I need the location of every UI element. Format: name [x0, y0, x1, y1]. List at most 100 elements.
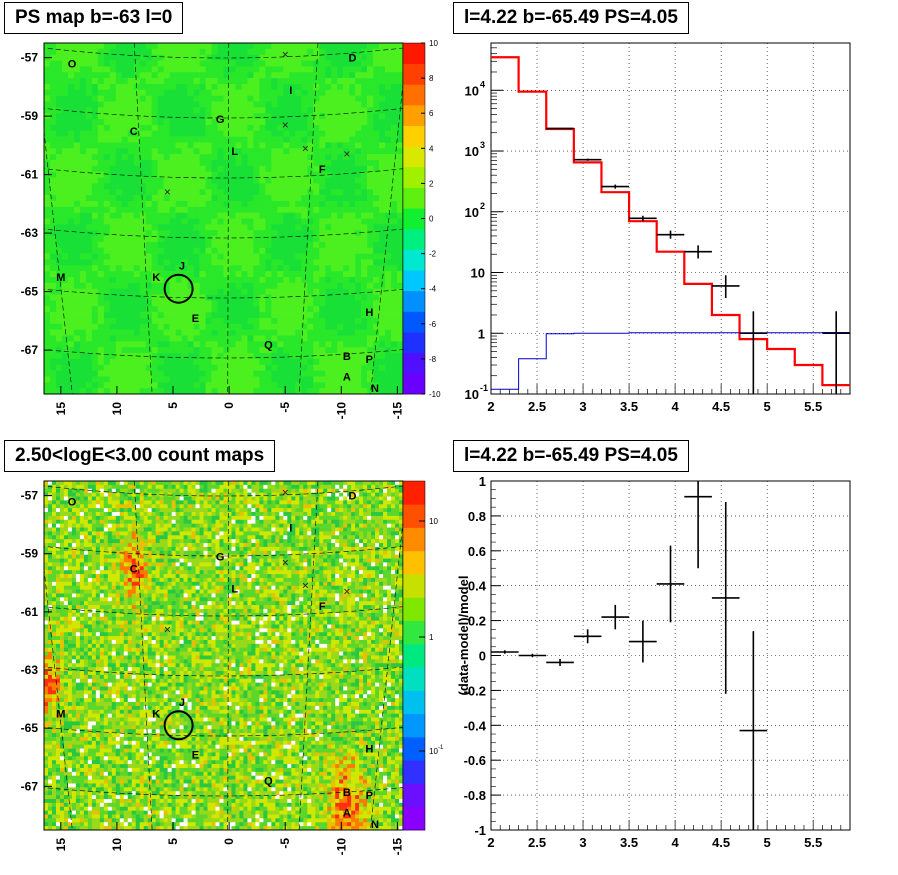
x-tick-label: 3 [579, 835, 586, 850]
x-tick-label: 4.5 [712, 835, 730, 850]
lon-line [370, 80, 403, 394]
source-cross-marker: × [164, 622, 171, 636]
source-label-H: H [365, 744, 373, 756]
lat-line [44, 485, 403, 497]
y-tick-exp: 4 [480, 79, 485, 89]
colorbar-tick-label: 10 [429, 39, 438, 48]
y-tick-label: 0 [479, 649, 486, 664]
source-label-G: G [216, 114, 225, 126]
x-tick-label: 5 [166, 838, 180, 845]
x-tick-label: 10 [110, 838, 124, 852]
colorbar-tick-label: 6 [429, 109, 434, 118]
y-tick-label: -63 [21, 226, 39, 240]
y-tick-label: 0.6 [468, 544, 486, 559]
ps-map: O D I C G L F J K M E H Q B P A N × × × × × -57 -59 -61 -63 -65 -67… [21, 42, 404, 420]
y-tick-label: -67 [21, 343, 39, 357]
source-label-J: J [179, 697, 185, 709]
cnt-map: O D I C G L F J K M E H Q B P A N × × × × × -57 -59 -61 -63 -65 -67… [21, 423, 423, 856]
y-tick-label: -1 [474, 823, 486, 838]
y-axis-label: (data-model)/model [456, 576, 471, 696]
y-tick-label: -65 [21, 721, 39, 735]
source-label-D: D [349, 53, 357, 65]
source-label-F: F [319, 601, 326, 613]
colorbar-tick-label: -2 [429, 250, 437, 259]
source-label-H: H [365, 307, 373, 319]
source-label-D: D [349, 491, 357, 503]
x-tick-label: -15 [390, 402, 404, 420]
colorbar-tick-label: -8 [429, 355, 437, 364]
lat-line [24, 423, 423, 436]
y-tick-exp: 3 [480, 140, 485, 150]
source-label-Q: Q [264, 776, 273, 788]
source-cross-marker: × [282, 555, 289, 569]
y-tick-label: -61 [21, 168, 39, 182]
y-tick-label: 0.4 [468, 579, 487, 594]
x-tick-label: 2 [487, 835, 494, 850]
count-map-title: 2.50<logE<3.00 count maps [4, 440, 276, 472]
y-tick-label: -57 [21, 51, 39, 65]
lat-line [44, 606, 403, 617]
source-label-I: I [289, 523, 292, 535]
x-tick-label: 0 [222, 838, 236, 845]
source-cross-marker: × [343, 585, 350, 599]
colorbar-tick-label: 10 [429, 517, 438, 526]
colorbar-tick-label: -10 [429, 390, 441, 399]
x-tick-label: -10 [334, 402, 348, 420]
lon-line [133, 481, 153, 830]
y-tick-label: -59 [21, 547, 39, 561]
residual-plot: 1 0.8 0.6 0.4 0.2 0 -0.2 -0.4 -0.6 -0.8 -12 2.5 3 3.5… [456, 474, 851, 850]
colorbar-tick-label: 1 [429, 633, 434, 642]
source-label-N: N [371, 819, 379, 831]
residual-frame [490, 480, 851, 831]
source-cross-marker: × [282, 118, 289, 132]
x-tick-label: 15 [54, 402, 68, 416]
y-tick-label: 0.2 [468, 614, 486, 629]
source-label-C: C [130, 126, 138, 138]
lon-line [227, 481, 230, 830]
source-label-J: J [179, 260, 185, 272]
colorbar-tick-label: -4 [429, 285, 437, 294]
ps-colorbar: 10 8 6 4 2 0 -2 -4 -6 -8 -10 [402, 39, 441, 399]
spectrum-frame [490, 42, 851, 395]
source-label-A: A [343, 371, 351, 383]
y-tick-label: -57 [21, 489, 39, 503]
source-label-B: B [343, 787, 351, 799]
y-tick-label: -59 [21, 109, 39, 123]
colorbar-tick-label: -6 [429, 320, 437, 329]
source-label-G: G [216, 552, 225, 564]
source-label-L: L [231, 146, 238, 158]
colorbar-tick-label: 2 [429, 179, 434, 188]
x-tick-label: 0 [222, 402, 236, 409]
y-tick-label: -67 [21, 779, 39, 793]
source-label-M: M [56, 272, 65, 284]
x-tick-label: 2.5 [528, 835, 546, 850]
source-label-P: P [366, 354, 373, 366]
source-circle [163, 710, 194, 741]
lon-line [44, 565, 73, 830]
colorbar-tick-label: 8 [429, 74, 434, 83]
x-tick-label: -5 [278, 402, 292, 413]
x-tick-label: 5 [166, 402, 180, 409]
y-tick-label: 10 [465, 205, 479, 220]
lat-line [44, 288, 403, 299]
x-tick-label: 5 [764, 399, 771, 414]
cnt-pixels [44, 481, 404, 831]
lon-line [133, 43, 153, 394]
x-tick-label: 3.5 [620, 835, 638, 850]
y-tick-label: 1 [478, 326, 485, 341]
y-tick-label: -65 [21, 285, 39, 299]
source-label-A: A [343, 808, 351, 820]
source-label-P: P [366, 790, 373, 802]
source-label-E: E [192, 313, 199, 325]
y-tick-label: -63 [21, 663, 39, 677]
source-label-F: F [319, 164, 326, 176]
y-tick-label: 10 [471, 266, 485, 281]
y-tick-label: 1 [479, 474, 486, 489]
ps-graticule [44, 43, 403, 394]
source-cross-marker: × [343, 147, 350, 161]
y-tick-exp: 2 [480, 201, 485, 211]
lon-line [298, 43, 319, 394]
source-label-N: N [371, 383, 379, 395]
x-tick-label: 4 [671, 835, 679, 850]
x-tick-label: -15 [390, 838, 404, 856]
